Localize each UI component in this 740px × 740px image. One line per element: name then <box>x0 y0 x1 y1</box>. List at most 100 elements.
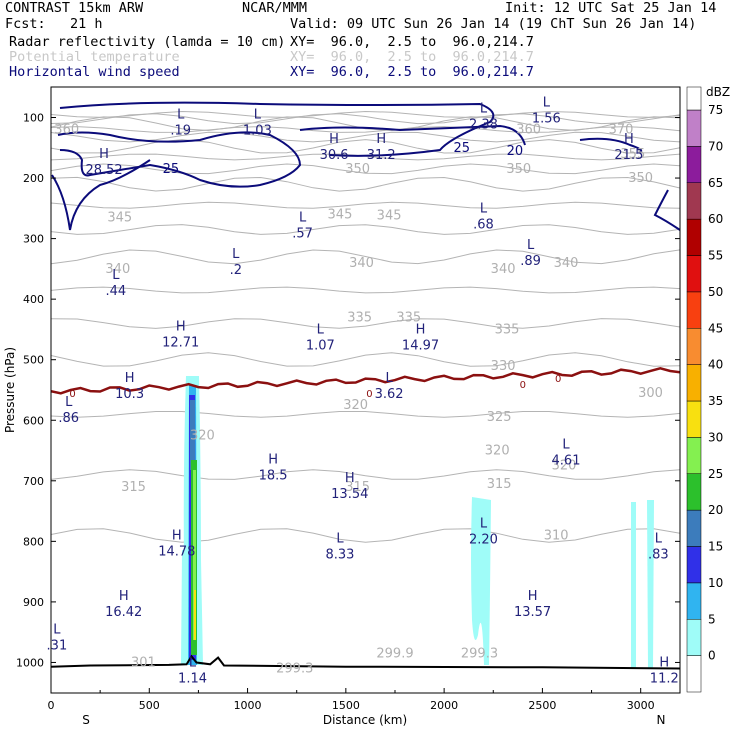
colorbar-swatch <box>686 146 702 183</box>
colorbar-level-label: 65 <box>708 176 723 190</box>
colorbar-swatch <box>686 546 702 584</box>
extremum-value: 2.38 <box>469 118 498 133</box>
extremum-value: 12.71 <box>162 336 199 351</box>
freezing-level <box>51 367 680 395</box>
extremum-value: 2.20 <box>469 532 498 547</box>
extremum-marker: L <box>480 201 488 216</box>
extremum-marker: H <box>125 371 135 386</box>
x-tick-label: 500 <box>139 699 160 712</box>
theta-label: 340 <box>105 262 130 277</box>
valid-time: Valid: 09 UTC Sun 26 Jan 14 (19 ChT Sun … <box>290 16 697 32</box>
theta-label: 370 <box>609 123 634 138</box>
organization: NCAR/MMM <box>242 0 308 16</box>
forecast-hour: Fcst: 21 h <box>5 16 103 32</box>
colorbar-swatch <box>686 473 702 511</box>
theta-contour-line <box>51 163 680 175</box>
x-tick-label: 3000 <box>627 699 655 712</box>
wind-contour-jet <box>299 124 526 146</box>
theta-label: 335 <box>396 310 421 325</box>
colorbar: 0 5 10 15 20 25 30 35 40 45 50 55 60 65 70 75 dBZ <box>686 85 730 693</box>
colorbar-top-swatch <box>686 86 702 111</box>
freezing-label: 0 <box>366 389 372 400</box>
theta-label: 299.3 <box>276 662 313 677</box>
extremum-marker: L <box>177 108 185 123</box>
extremum-value: 10.3 <box>115 387 144 402</box>
colorbar-swatch <box>686 218 702 256</box>
colorbar-swatch <box>686 109 702 147</box>
theta-label: 360 <box>54 123 79 138</box>
freezing-label: 0 <box>69 389 75 400</box>
theta-label: 310 <box>544 528 569 543</box>
theta-contour-line <box>51 318 680 329</box>
field-theta-xy: XY= 96.0, 2.5 to 96.0,214.7 <box>290 49 534 65</box>
colorbar-level-label: 15 <box>708 540 723 554</box>
colorbar-swatch <box>686 255 702 293</box>
extremum-marker: H <box>345 471 355 486</box>
extremum-value: .83 <box>648 547 669 562</box>
theta-label: 340 <box>491 262 516 277</box>
theta-label: 325 <box>487 410 512 425</box>
colorbar-unit: dBZ <box>706 85 730 99</box>
extremum-marker: H <box>99 147 109 162</box>
colorbar-swatch <box>686 509 702 547</box>
extremum-value: .86 <box>58 411 79 426</box>
x-tick-label: 1500 <box>332 699 360 712</box>
extremum-value: 3.62 <box>375 387 404 402</box>
extremum-value: .44 <box>106 284 127 299</box>
extremum-marker: L <box>562 438 570 453</box>
colorbar-swatch <box>686 291 702 329</box>
wind-contour-25b <box>57 131 302 188</box>
extremum-value: .89 <box>520 254 541 269</box>
colorbar-level-label: 30 <box>708 430 723 444</box>
extremum-marker: L <box>655 531 663 546</box>
extremum-marker: H <box>119 589 129 604</box>
theta-label: 315 <box>487 477 512 492</box>
colorbar-level-label: 50 <box>708 285 723 299</box>
extremum-marker: H <box>329 132 339 147</box>
theta-label: 320 <box>485 444 510 459</box>
extremum-marker: L <box>385 371 393 386</box>
extremum-value: 13.57 <box>514 605 551 620</box>
colorbar-swatch <box>686 619 702 656</box>
colorbar-level-label: 60 <box>708 212 723 226</box>
theta-label: 345 <box>328 207 353 222</box>
extremum-value: 16.42 <box>105 605 142 620</box>
extremum-value: 8.33 <box>325 547 354 562</box>
x-tick-label: 2500 <box>528 699 556 712</box>
extremum-value: .19 <box>170 124 191 139</box>
theta-label: 355 <box>620 147 645 162</box>
theta-contour-line <box>51 131 680 143</box>
extremum-value: 14.97 <box>402 339 439 354</box>
extremum-value: 31.2 <box>367 148 396 163</box>
colorbar-swatch <box>686 182 702 220</box>
colorbar-level-label: 0 <box>708 649 716 663</box>
reflectivity-shading <box>181 376 654 668</box>
wind-contour-20 <box>51 159 151 231</box>
field-reflectivity-name: Radar reflectivity (lamda = 10 cm) <box>9 34 286 50</box>
colorbar-swatch <box>686 437 702 474</box>
wind-contour-east-b <box>653 189 680 231</box>
x-axis-label: Distance (km) <box>323 713 407 727</box>
colorbar-level-label: 25 <box>708 467 723 481</box>
extremum-marker: L <box>189 656 197 671</box>
refl-cell-west <box>181 550 187 665</box>
field-reflectivity-xy: XY= 96.0, 2.5 to 96.0,214.7 <box>290 34 534 50</box>
theta-label: 320 <box>190 428 215 443</box>
extremum-marker: H <box>376 132 386 147</box>
wind-label: 25 <box>454 141 471 156</box>
freezing-label: 0 <box>555 374 561 385</box>
theta-label: 350 <box>506 162 531 177</box>
refl-cell-main-25 <box>190 400 195 470</box>
colorbar-swatch <box>686 400 702 438</box>
theta-label: 360 <box>516 123 541 138</box>
theta-label: 315 <box>121 480 146 495</box>
contour-labels: 370 360 360 355 350 350 350 345 345 345 340 340 340 3… <box>54 123 663 677</box>
theta-contours <box>51 110 680 543</box>
wind-contour-east <box>579 137 643 153</box>
y-tick-label: 200 <box>23 172 44 185</box>
extremum-marker: H <box>659 656 669 671</box>
field-theta-name: Potential temperature <box>9 49 180 65</box>
colorbar-swatch <box>686 655 702 693</box>
